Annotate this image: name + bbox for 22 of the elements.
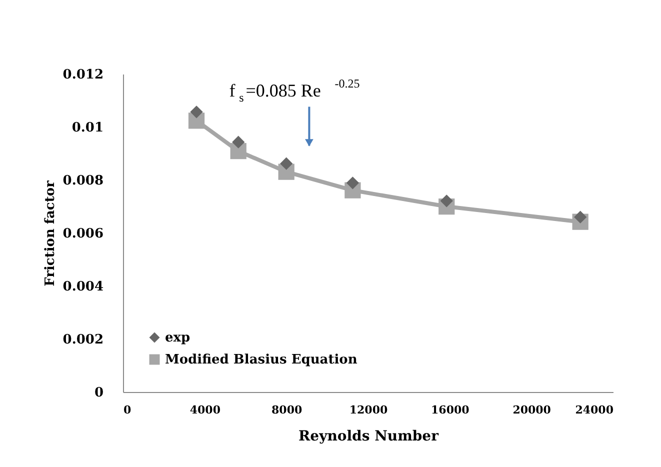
x-tick-label: 8000	[272, 404, 302, 416]
point	[190, 106, 203, 118]
y-tick-label: 0.004	[62, 280, 104, 294]
x-tick-label: 4000	[190, 404, 221, 416]
x-tick-label: 24000	[575, 404, 614, 416]
point	[232, 136, 245, 148]
point	[346, 176, 360, 190]
x-tick-label: 12000	[349, 404, 388, 416]
x-tick-label: 16000	[431, 404, 470, 416]
y-tick-label: 0.002	[62, 332, 104, 348]
point	[280, 157, 293, 170]
x-tick-label: 20000	[512, 404, 552, 416]
y-tick-label: 0.012	[62, 68, 104, 82]
y-tick-label: 0.006	[62, 226, 104, 242]
legend-label: Modified Blasius Equation	[165, 352, 358, 368]
y-tick-label: 0.008	[62, 174, 104, 188]
y-tick-label: 0.01	[72, 120, 104, 136]
y-tick-label: 0	[94, 386, 104, 400]
legend-label: exp	[165, 330, 190, 346]
x-axis-title: Reynolds Number	[298, 428, 440, 444]
y-axis-title: Friction factor	[42, 180, 58, 286]
x-tick-label: 0	[124, 404, 132, 416]
